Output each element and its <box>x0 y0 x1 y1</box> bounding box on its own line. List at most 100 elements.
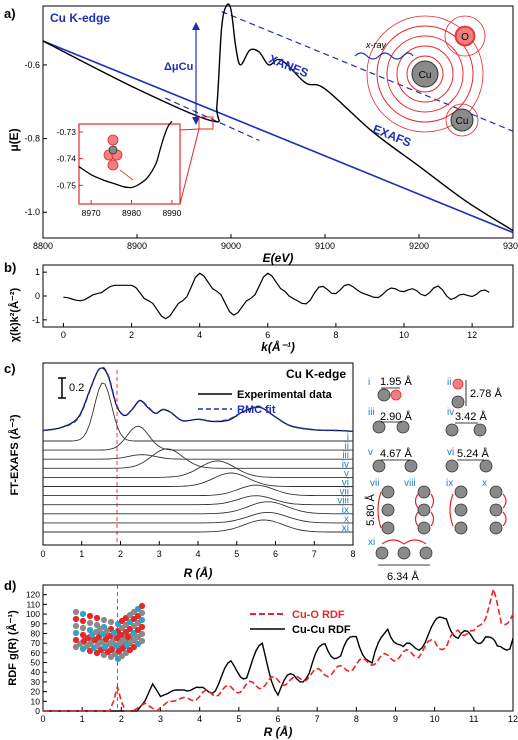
lattice-atom <box>138 637 146 645</box>
x-tick-label: 1 <box>79 549 84 559</box>
cu-atom <box>417 521 431 535</box>
lattice-atom <box>96 625 104 633</box>
y-tick-label: 100 <box>26 609 40 619</box>
lattice-atom <box>107 618 115 626</box>
panel-c-xlabel: R (Å) <box>184 566 213 580</box>
lattice-atom <box>138 623 146 631</box>
panel-d: d) RDF g(R) (Å⁻¹) R (Å) 0 1 2 3 4 5 6 7 8 9 10 11 12… <box>4 578 518 739</box>
cu-atom <box>381 521 395 535</box>
cu-atom <box>489 485 503 499</box>
bracket <box>430 493 435 527</box>
y-tick-label: 60 <box>31 648 41 658</box>
cu-atom <box>454 521 468 535</box>
cu-atom <box>404 459 418 473</box>
inset-y-tick-label: -0.73 <box>57 127 77 137</box>
y-tick-label: 70 <box>31 638 41 648</box>
lattice-atom <box>86 626 94 634</box>
component-ii-label: ii <box>345 441 349 452</box>
x-tick-label: 0 <box>40 549 45 559</box>
component-vi-line <box>43 472 353 487</box>
x-tick-label: 8800 <box>33 241 53 251</box>
panel-d-xlabel: R (Å) <box>264 725 293 739</box>
bracket <box>414 493 419 527</box>
x-tick-label: 9100 <box>315 241 335 251</box>
lattice-atom <box>79 624 87 632</box>
shell-distance: 6.34 Å <box>387 570 419 583</box>
x-tick-label: 7 <box>312 549 317 559</box>
component-iii-line <box>43 454 353 460</box>
cu-atom <box>372 420 386 434</box>
lattice-atom <box>103 627 111 635</box>
x-tick-label: 9000 <box>221 241 241 251</box>
x-tick-label: 8900 <box>127 241 147 251</box>
legend-cuo-label: Cu-O RDF <box>292 609 345 621</box>
x-tick-label: 0 <box>40 714 45 724</box>
shell-distance: 5.24 Å <box>457 447 489 460</box>
y-tick-label: 40 <box>31 667 41 677</box>
shell-distance: 1.95 Å <box>380 375 412 388</box>
component-i-label: i <box>347 432 349 443</box>
shell-distance: 4.67 Å <box>380 447 412 460</box>
shell-distance: 2.90 Å <box>380 410 412 423</box>
component-x-line <box>43 511 353 524</box>
panel-d-ticks: 0 1 2 3 4 5 6 7 8 9 10 11 12010203040506070809010011… <box>26 590 518 724</box>
zoom-box <box>198 116 214 130</box>
x-tick-label: 5 <box>234 549 239 559</box>
cu-atom <box>381 503 395 517</box>
lattice-atom <box>79 617 87 625</box>
lattice-atom <box>138 616 146 624</box>
lattice-atom <box>100 616 108 624</box>
shell-index: vi <box>447 447 454 458</box>
panel-b-ylabel: χ(k)k²(Å⁻²) <box>8 288 21 343</box>
x-tick-label: 8 <box>333 330 338 340</box>
y-tick-label: 0 <box>35 291 40 301</box>
x-tick-label: 9300 <box>503 241 518 251</box>
lattice-atom <box>72 629 80 637</box>
legend-exp-label: Experimental data <box>237 389 333 401</box>
component-vii-label: vii <box>340 487 349 498</box>
legend-cucu-label: Cu-Cu RDF <box>292 624 351 636</box>
inset-ticks: 8970 8980 8990 -0.75 -0.74 -0.73 <box>57 127 182 218</box>
panel-a-frame <box>42 5 514 239</box>
lattice-atom <box>72 608 80 616</box>
y-tick-label: 120 <box>26 590 40 600</box>
shell-index: i <box>368 377 370 388</box>
component-vii-line <box>43 484 353 497</box>
shell-index: v <box>368 447 373 458</box>
panel-c: c) Cu K-edge 0.2 Experimental data RMC f… <box>4 361 507 583</box>
delta-mu-arrowhead-top <box>192 22 200 30</box>
shell-distance: 2.78 Å <box>470 387 502 400</box>
panel-c-ylabel: FT-EXAFS (Å⁻³) <box>8 414 21 495</box>
component-ix-line <box>43 501 353 515</box>
cu-atom <box>445 459 459 473</box>
x-tick-label: 2 <box>118 549 123 559</box>
y-tick-label: 10 <box>31 696 41 706</box>
inset-spectrum <box>78 120 173 189</box>
cu-atom <box>473 423 487 437</box>
lattice-atom <box>138 602 146 610</box>
y-tick-label: 20 <box>31 687 41 697</box>
o-atom <box>390 389 402 401</box>
inset-cluster-illustration <box>103 134 134 181</box>
inset-x-tick-label: 8970 <box>82 208 101 218</box>
bracket <box>377 491 382 529</box>
component-ii-line <box>43 425 353 451</box>
panel-a-label: a) <box>4 6 16 21</box>
lattice-atom <box>117 631 125 639</box>
component-i-line <box>43 382 353 442</box>
lattice-atom <box>93 614 101 622</box>
y-tick-label: 0 <box>35 706 40 716</box>
lattice-atom <box>86 619 94 627</box>
o-atom <box>455 26 475 46</box>
component-xi-line <box>43 519 353 533</box>
panel-d-ylabel: RDF g(R) (Å⁻¹) <box>6 610 19 686</box>
x-tick-label: 6 <box>275 714 280 724</box>
cu-atom <box>417 485 431 499</box>
cu-cu-rdf-line <box>43 616 514 712</box>
x-tick-label: 6 <box>265 330 270 340</box>
x-tick-label: 7 <box>315 714 320 724</box>
panel-c-lines <box>42 366 354 433</box>
